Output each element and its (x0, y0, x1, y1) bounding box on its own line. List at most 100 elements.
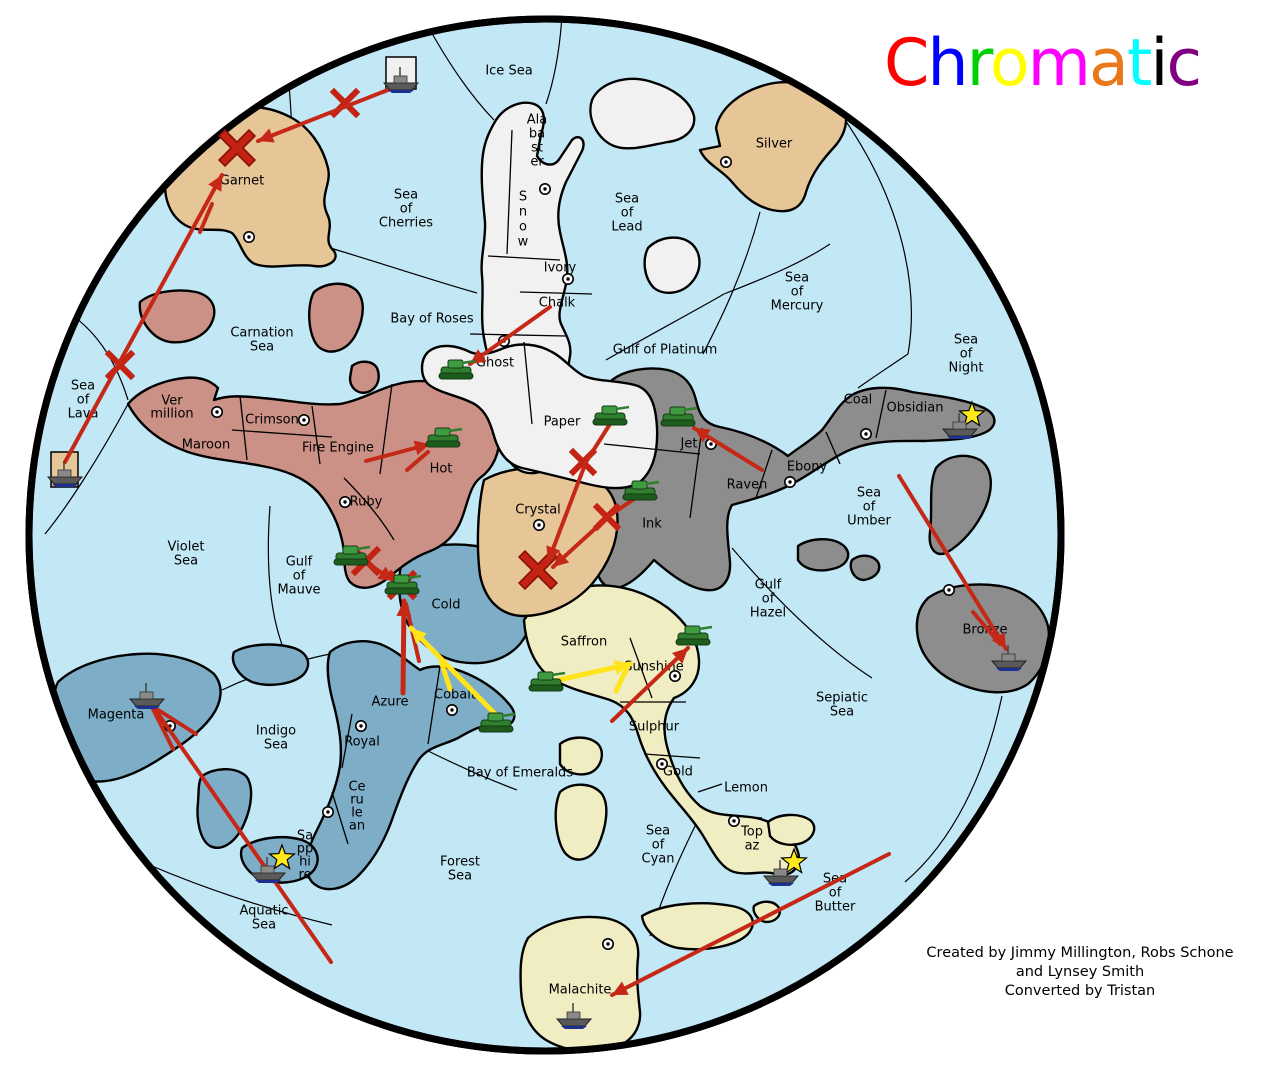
sea-label-sea-of-lead: Sea of Lead (611, 192, 642, 235)
supply-center-cobalt (445, 703, 458, 716)
territory-label-ebony: Ebony (787, 460, 828, 475)
supply-center-ivory (561, 272, 574, 285)
unit-army-hot (425, 427, 463, 448)
territory-label-malachite: Malachite (549, 983, 612, 998)
map-title: Chromatic (884, 26, 1256, 101)
unit-fleet-ice-sea (382, 67, 420, 93)
territory-label-hot: Hot (430, 462, 453, 477)
order-arrow-saffron-support (551, 659, 633, 684)
stars-layer (267, 400, 987, 874)
sea-label-bay-of-roses: Bay of Roses (390, 312, 474, 327)
sea-label-ice-sea: Ice Sea (485, 64, 532, 79)
labels-layer: Ice Sea Sea of Cherries Sea of Lead Sea of Mercur… (68, 64, 1008, 998)
landmass-yellow-island-3 (752, 900, 781, 924)
territory-label-ruby: Ruby (350, 495, 383, 510)
unit-fleet-magenta (128, 683, 166, 709)
landmass-yellow-island-2 (766, 813, 816, 846)
sea-label-indigo-sea: Indigo Sea (256, 724, 296, 753)
supply-center-bronze (942, 583, 955, 596)
landmass-silver (698, 81, 848, 213)
landmass-emerald-island-1 (558, 736, 604, 776)
sea-label-bay-of-emeralds: Bay of Emeralds (467, 766, 573, 781)
order-arrow-magenta-barb-1 (149, 703, 175, 751)
territory-label-chalk: Chalk (539, 296, 576, 311)
order-arrow-fleet-to-garnet (256, 84, 400, 143)
territory-label-coal: Coal (844, 393, 873, 408)
credits-line-3: Converted by Tristan (1004, 983, 1156, 999)
sea-label-gulf-of-mauve: Gulf of Mauve (277, 555, 320, 598)
unit-army-ink (622, 480, 660, 501)
sea-label-gulf-of-hazel: Gulf of Hazel (750, 578, 786, 621)
sea-label-sea-of-umber: Sea of Umber (847, 486, 891, 529)
supply-center-royal (354, 719, 367, 732)
territory-label-jet: Jet (680, 437, 698, 452)
supply-center-garnet (243, 231, 256, 244)
supply-center-gold (655, 757, 668, 770)
landmass-azure-cobalt (305, 640, 516, 891)
supply-center-sapphire (321, 805, 334, 818)
title-letter: h (927, 26, 968, 101)
order-arrow-sulphur-to-sunshine (610, 646, 690, 723)
territory-label-saffron: Saffron (561, 635, 607, 650)
territory-label-crimson: Crimson (245, 413, 299, 428)
territory-label-paper: Paper (544, 415, 581, 430)
landmass-gray-island-2 (849, 554, 881, 582)
territory-label-fire-engine: Fire Engine (302, 441, 374, 456)
territory-label-sulphur: Sulphur (629, 720, 680, 735)
order-arrow-saffron-support-barb (613, 665, 630, 694)
supply-center-crystal (532, 518, 545, 531)
supply-center-crimson (297, 413, 310, 426)
unit-fleet-sea-of-lava (46, 461, 84, 487)
territory-label-obsidian: Obsidian (887, 401, 944, 416)
unit-army-ruby (333, 545, 371, 566)
sea-label-sepiatic-sea: Sepiatic Sea (816, 691, 868, 720)
order-arrow-butter-to-malachite (610, 852, 891, 997)
supply-center-sunshine (668, 669, 681, 682)
territory-label-alabaster: Ala ba st er (527, 113, 547, 170)
hold-star-sea-of-night (957, 400, 987, 427)
order-arrow-paper-to-crystal (546, 422, 612, 564)
sea-label-sea-of-cherries: Sea of Cherries (379, 188, 433, 231)
credits: Created by Jimmy Millington, Robs Schone… (900, 944, 1260, 1001)
territory-label-cold: Cold (432, 598, 461, 613)
unit-army-saffron (528, 671, 566, 692)
title-letter: r (966, 26, 992, 101)
territory-label-vermillion: Ver million (150, 394, 193, 422)
territory-label-topaz: Top az (740, 825, 763, 854)
territory-label-crystal: Crystal (515, 503, 561, 518)
unit-fleet-sea-of-night (941, 413, 979, 439)
title-letter: t (1126, 26, 1152, 101)
territory-label-lemon: Lemon (724, 781, 768, 796)
territory-label-maroon: Maroon (182, 438, 230, 453)
order-arrow-ink-to-crystal (551, 495, 639, 569)
territory-label-silver: Silver (756, 137, 793, 152)
sea-label-aquatic-sea: Aquatic Sea (240, 904, 289, 933)
title-letter: c (1166, 26, 1202, 101)
supply-center-obsidian (859, 427, 872, 440)
supply-center-ebony (783, 475, 796, 488)
arrows-layer (63, 84, 1008, 997)
territory-label-ghost: Ghost (476, 356, 514, 371)
order-arrow-bronze-barb (971, 610, 1002, 646)
order-arrow-magenta-fleet-line (148, 700, 333, 964)
order-arrow-hot-second-tail (405, 450, 430, 472)
sea-label-sea-of-mercury: Sea of Mercury (771, 271, 824, 314)
title-letter: C (884, 26, 929, 101)
unit-army-jet (660, 406, 698, 427)
sea-label-carnation-sea: Carnation Sea (230, 326, 293, 355)
order-arrow-cobalt-support (408, 625, 501, 720)
territory-label-cerulean: Ce ru le an (348, 780, 365, 834)
unit-army-cobalt (478, 712, 516, 733)
supply-center-ruby (338, 495, 351, 508)
landmass-vermillion-maroon-hot (126, 376, 502, 589)
unit-fleet-sapphire (249, 857, 287, 883)
fail-x-mark-2 (217, 128, 257, 168)
landmass-gray-peninsula (928, 454, 992, 556)
unit-fleet-malachite (555, 1003, 593, 1029)
territory-label-magenta: Magenta (88, 708, 145, 723)
territory-label-sapphire: Sa pp hi re (297, 829, 314, 883)
territory-label-gold: Gold (663, 765, 693, 780)
landmass-blue-island-1 (231, 643, 310, 686)
